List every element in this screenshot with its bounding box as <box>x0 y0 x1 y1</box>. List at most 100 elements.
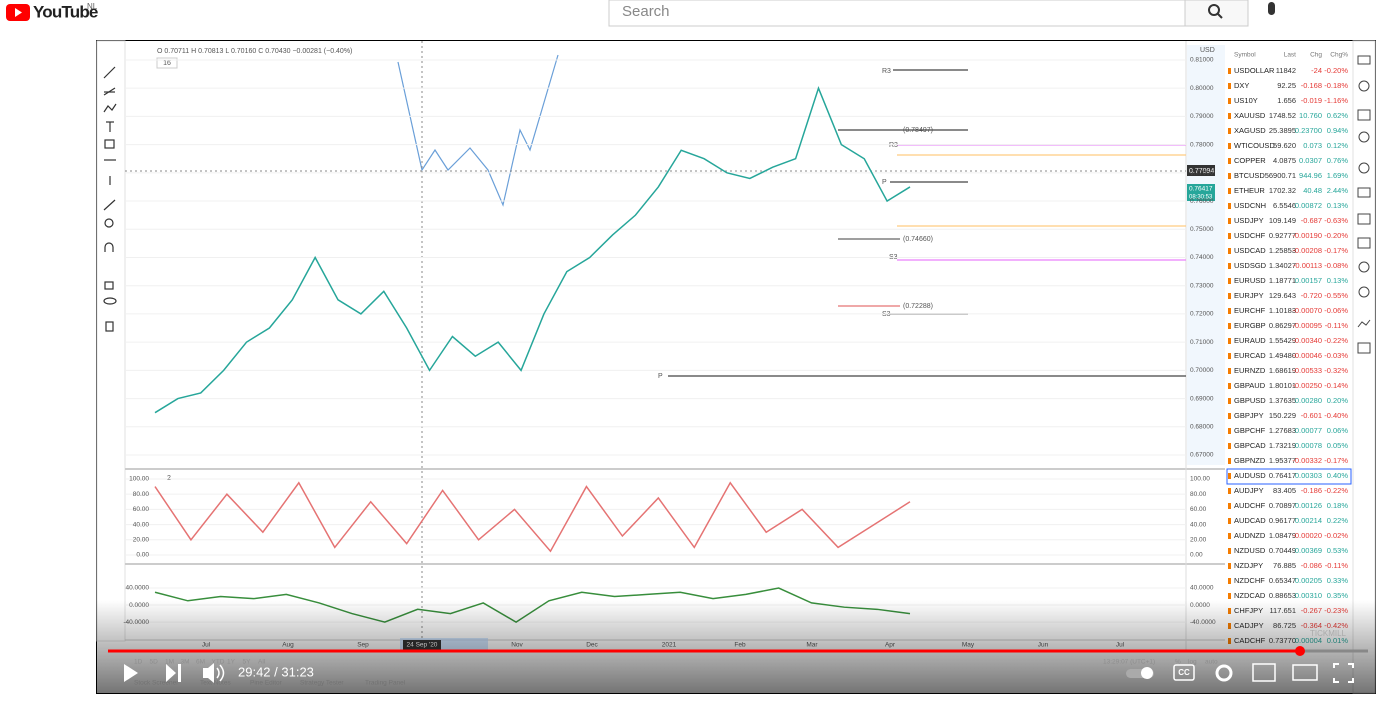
watchlist-symbol[interactable]: EURCAD <box>1234 351 1266 360</box>
watchlist-cell: 0.70897 <box>1269 501 1296 510</box>
watchlist-cell: -0.00190 <box>1292 231 1322 240</box>
watchlist-flag <box>1228 323 1231 329</box>
logo-play <box>15 8 22 17</box>
y-tick-label: 0.75000 <box>1190 226 1214 233</box>
watchlist-symbol[interactable]: GBPCHF <box>1234 426 1266 435</box>
watchlist-cell: 59.620 <box>1273 141 1296 150</box>
watchlist-cell: -0.601 <box>1301 411 1322 420</box>
watchlist-symbol[interactable]: XAGUSD <box>1234 126 1266 135</box>
interval-box[interactable] <box>156 57 178 69</box>
watchlist-symbol[interactable]: ETHEUR <box>1234 186 1265 195</box>
cc-button[interactable] <box>1173 664 1195 681</box>
watchlist-symbol[interactable]: NZDCAD <box>1234 591 1266 600</box>
watchlist-symbol[interactable]: USDJPY <box>1234 216 1264 225</box>
watchlist-cell: 0.94% <box>1327 126 1349 135</box>
watchlist-cell: 1.49480 <box>1269 351 1296 360</box>
watchlist-symbol[interactable]: GBPJPY <box>1234 411 1264 420</box>
pivot-label: P <box>882 179 887 186</box>
watchlist-symbol[interactable]: GBPCAD <box>1234 441 1266 450</box>
interval: 16 <box>163 60 171 67</box>
miniplayer-button[interactable] <box>1252 663 1276 682</box>
watchlist-cell: -0.55% <box>1324 291 1348 300</box>
watchlist-cell: -0.02% <box>1324 531 1348 540</box>
watchlist-symbol[interactable]: NZDJPY <box>1234 561 1263 570</box>
watchlist-symbol[interactable]: USDCNH <box>1234 201 1266 210</box>
y-tick-label: 100.00 <box>129 476 149 483</box>
theater-button[interactable] <box>1292 664 1318 681</box>
watchlist-cell: 11842 <box>1276 66 1296 75</box>
watchlist-cell: -24 <box>1311 66 1322 75</box>
search-button[interactable] <box>1184 0 1249 27</box>
y-tick-label: 80.00 <box>1190 491 1207 498</box>
search-icon <box>1217 13 1223 19</box>
watchlist-symbol[interactable]: DXY <box>1234 81 1249 90</box>
watchlist-symbol[interactable]: EURCHF <box>1234 306 1266 315</box>
watchlist-cell: 4.0875 <box>1273 156 1296 165</box>
watchlist-cell: 1.37635 <box>1269 396 1296 405</box>
watchlist-symbol[interactable]: EURAUD <box>1234 336 1266 345</box>
watchlist-symbol[interactable]: USDCAD <box>1234 246 1266 255</box>
watchlist-symbol[interactable]: EURJPY <box>1234 291 1264 300</box>
mic-icon[interactable] <box>1268 2 1275 15</box>
watchlist-cell: -0.20% <box>1324 66 1348 75</box>
y-tick-label: 20.00 <box>133 537 150 544</box>
watchlist-symbol[interactable]: USDOLLAR <box>1234 66 1275 75</box>
watchlist-symbol[interactable]: GBPAUD <box>1234 381 1266 390</box>
watchlist-cell: 76.885 <box>1273 561 1296 570</box>
watchlist-symbol[interactable]: EURUSD <box>1234 276 1266 285</box>
watchlist-symbol[interactable]: EURGBP <box>1234 321 1266 330</box>
watchlist-symbol[interactable]: WTICOUSD <box>1234 141 1275 150</box>
watchlist-symbol[interactable]: AUDCHF <box>1234 501 1266 510</box>
watchlist-symbol[interactable]: COPPER <box>1234 156 1266 165</box>
watchlist-cell: -0.00332 <box>1292 456 1322 465</box>
watchlist-symbol[interactable]: AUDNZD <box>1234 531 1266 540</box>
search-box[interactable] <box>608 0 1186 27</box>
fullscreen-button[interactable] <box>1333 663 1354 683</box>
watchlist-symbol[interactable]: AUDCAD <box>1234 516 1266 525</box>
next-button[interactable] <box>166 664 181 682</box>
watchlist-cell: 0.96177 <box>1269 516 1296 525</box>
watchlist-cell: -0.08% <box>1324 261 1348 270</box>
logo-text[interactable]: YouTube <box>33 2 99 21</box>
watchlist-cell: 0.40% <box>1327 471 1349 480</box>
watchlist-cell: 6.5546 <box>1273 201 1296 210</box>
watchlist-flag <box>1228 218 1231 224</box>
watchlist-cell: 92.25 <box>1277 81 1296 90</box>
watchlist-flag <box>1228 278 1231 284</box>
watchlist-cell: 1.18771 <box>1269 276 1296 285</box>
watchlist-symbol[interactable]: GBPUSD <box>1234 396 1266 405</box>
watchlist-symbol[interactable]: BTCUSD <box>1234 171 1265 180</box>
watchlist-symbol[interactable]: US10Y <box>1234 96 1258 105</box>
watchlist-symbol[interactable]: NZDUSD <box>1234 546 1266 555</box>
watchlist-cell: 25.3895 <box>1269 126 1296 135</box>
currency: USD <box>1200 47 1215 54</box>
watchlist-symbol[interactable]: GBPNZD <box>1234 456 1266 465</box>
watchlist-cell: -0.086 <box>1301 561 1322 570</box>
watchlist-symbol[interactable]: USDSGD <box>1234 261 1267 270</box>
watchlist-symbol[interactable]: XAUUSD <box>1234 111 1266 120</box>
watchlist-symbol[interactable]: NZDCHF <box>1234 576 1265 585</box>
watchlist-cell: 0.00157 <box>1295 276 1322 285</box>
watchlist-cell: -0.06% <box>1324 306 1348 315</box>
watchlist-cell: 0.00205 <box>1295 576 1322 585</box>
osc-label: 2 <box>167 475 171 482</box>
crosshair-price: 0.77094 <box>1189 168 1214 175</box>
watchlist-flag <box>1228 83 1231 89</box>
watchlist-symbol[interactable]: AUDJPY <box>1234 486 1264 495</box>
watchlist-symbol[interactable]: AUDUSD <box>1234 471 1266 480</box>
play-button[interactable] <box>124 664 138 682</box>
watchlist-symbol[interactable]: USDCHF <box>1234 231 1266 240</box>
y-tick-label: 20.00 <box>1190 537 1207 544</box>
tradingview <box>97 41 1375 693</box>
volume-button[interactable] <box>203 663 214 683</box>
progress-thumb[interactable] <box>1295 646 1305 656</box>
watchlist-cell: 1.27683 <box>1269 426 1296 435</box>
search-icon <box>1208 4 1220 16</box>
settings-button[interactable] <box>1215 664 1233 682</box>
watchlist-cell: 10.760 <box>1299 111 1322 120</box>
crosshair-tag <box>1187 165 1215 176</box>
search-placeholder: Search <box>622 3 670 20</box>
watchlist-cell: 40.48 <box>1303 186 1322 195</box>
watchlist-symbol[interactable]: EURNZD <box>1234 366 1266 375</box>
